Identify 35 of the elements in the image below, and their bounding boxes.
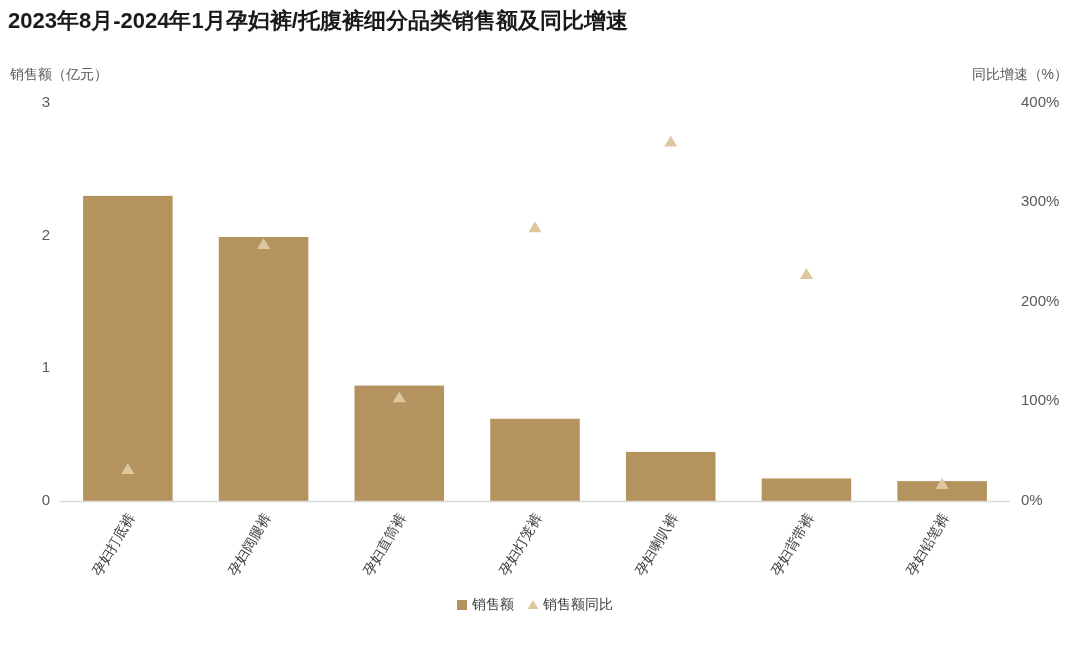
x-tick-label: 孕妇打底裤 [88, 510, 138, 579]
x-tick-label: 孕妇背带裤 [767, 510, 817, 579]
y-tick-label: 1 [41, 358, 50, 376]
y2-axis-title: 同比增速（%） [971, 66, 1068, 82]
y-tick-label: 2 [41, 225, 50, 243]
bar [83, 195, 173, 501]
bar [490, 418, 580, 501]
bar [625, 451, 716, 501]
point [799, 268, 814, 279]
bar [218, 236, 309, 501]
y-tick-label: 3 [41, 92, 50, 110]
y-axis-title: 销售额（亿元） [9, 66, 108, 82]
chart-title: 2023年8月-2024年1月孕妇裤/托腹裤细分品类销售额及同比增速 [8, 8, 628, 33]
x-tick-label: 孕妇直筒裤 [360, 510, 410, 579]
x-tick-label: 孕妇铅笔裤 [903, 510, 952, 579]
bar [761, 478, 852, 501]
y2-tick-label: 300% [1021, 192, 1060, 210]
x-tick-label: 孕妇灯笼裤 [495, 510, 545, 579]
point [121, 463, 135, 474]
point [256, 238, 271, 250]
y2-tick-label: 100% [1021, 391, 1060, 409]
x-tick-label: 孕妇喇叭裤 [631, 510, 681, 579]
y2-tick-label: 400% [1021, 92, 1060, 110]
y2-tick-label: 200% [1021, 291, 1060, 309]
point [392, 391, 406, 403]
point [664, 135, 678, 147]
legend-label: 销售额同比 [542, 595, 613, 612]
bar [354, 385, 445, 501]
point [935, 478, 949, 489]
x-tick-label: 孕妇阔腿裤 [224, 510, 274, 579]
y2-tick-label: 0% [1021, 490, 1043, 508]
y-tick-label: 0 [41, 490, 50, 508]
point [528, 221, 542, 233]
legend-label: 销售额 [471, 595, 514, 612]
bar [897, 481, 987, 501]
